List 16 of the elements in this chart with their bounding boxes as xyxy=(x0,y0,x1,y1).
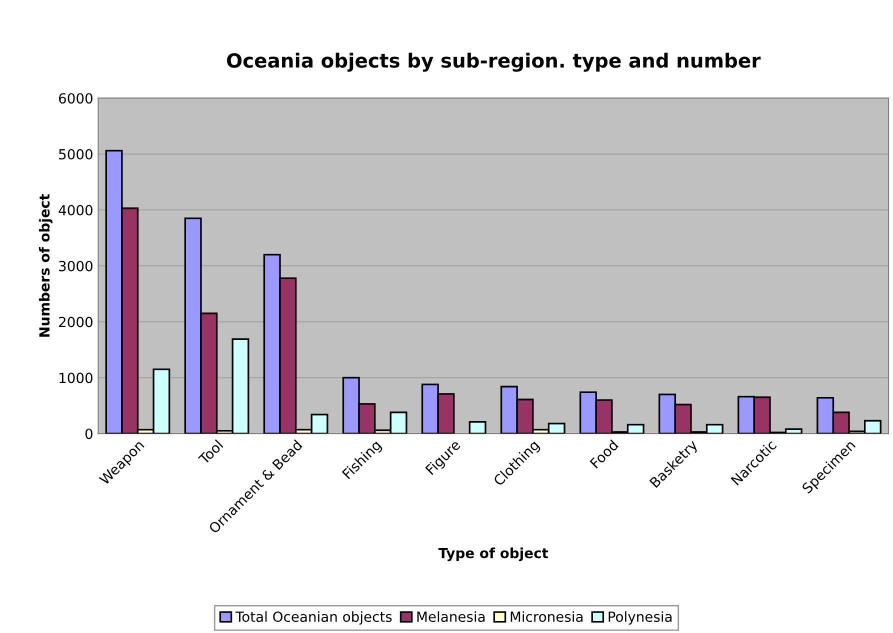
y-tick-label: 3000 xyxy=(59,260,92,272)
y-tick-label: 1000 xyxy=(60,372,92,384)
legend-label: Total Oceanian objects xyxy=(235,611,392,625)
x-axis-title: Type of object xyxy=(438,548,548,562)
y-axis-title: Numbers of object xyxy=(38,194,52,337)
y-tick-label: 5000 xyxy=(59,149,92,160)
x-tick-label: Tool xyxy=(198,439,224,466)
legend-label: Micronesia xyxy=(510,611,583,622)
y-tick-label: 6000 xyxy=(58,93,92,104)
legend-label: Melanesia xyxy=(417,611,485,622)
bar xyxy=(468,421,486,434)
y-tick-label: 4000 xyxy=(58,204,92,216)
chart-title: Oceania objects by sub-region. type and number xyxy=(227,52,761,72)
y-tick-label: 2000 xyxy=(59,316,92,328)
legend-label: Polynesia xyxy=(608,611,672,625)
y-tick-label: 0 xyxy=(85,428,92,440)
